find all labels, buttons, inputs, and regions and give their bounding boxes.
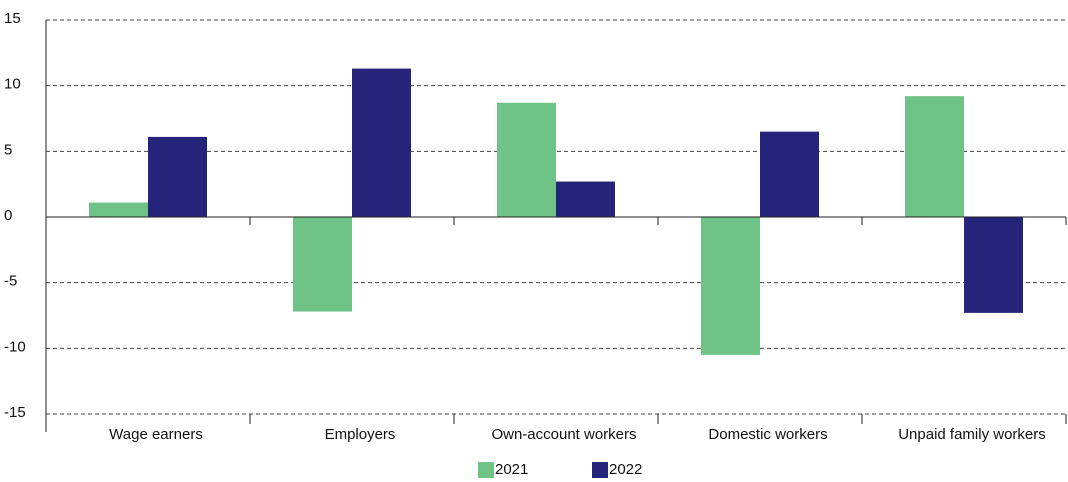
x-tick-label: Employers	[325, 426, 396, 443]
legend-label: 2021	[495, 461, 528, 478]
x-tick-label: Unpaid family workers	[898, 426, 1046, 443]
legend-swatch	[478, 462, 494, 478]
bar	[556, 181, 615, 217]
bar	[148, 136, 207, 217]
bar	[89, 202, 148, 217]
bar	[964, 217, 1023, 313]
y-tick-label: 5	[4, 141, 12, 158]
y-tick-label: 15	[4, 10, 21, 27]
bar	[352, 68, 411, 218]
x-tick-label: Own-account workers	[491, 426, 636, 443]
bar	[497, 102, 556, 217]
legend-swatch	[592, 462, 608, 478]
y-tick-label: -15	[4, 404, 26, 421]
legend-label: 2022	[609, 461, 642, 478]
bar	[701, 217, 760, 355]
bar	[760, 131, 819, 217]
bar	[293, 217, 352, 312]
bar	[905, 96, 964, 217]
y-tick-label: 0	[4, 207, 12, 224]
y-tick-label: -5	[4, 273, 17, 290]
y-tick-label: -10	[4, 338, 26, 355]
y-tick-label: 10	[4, 76, 21, 93]
x-tick-label: Domestic workers	[708, 426, 827, 443]
x-tick-label: Wage earners	[109, 426, 203, 443]
